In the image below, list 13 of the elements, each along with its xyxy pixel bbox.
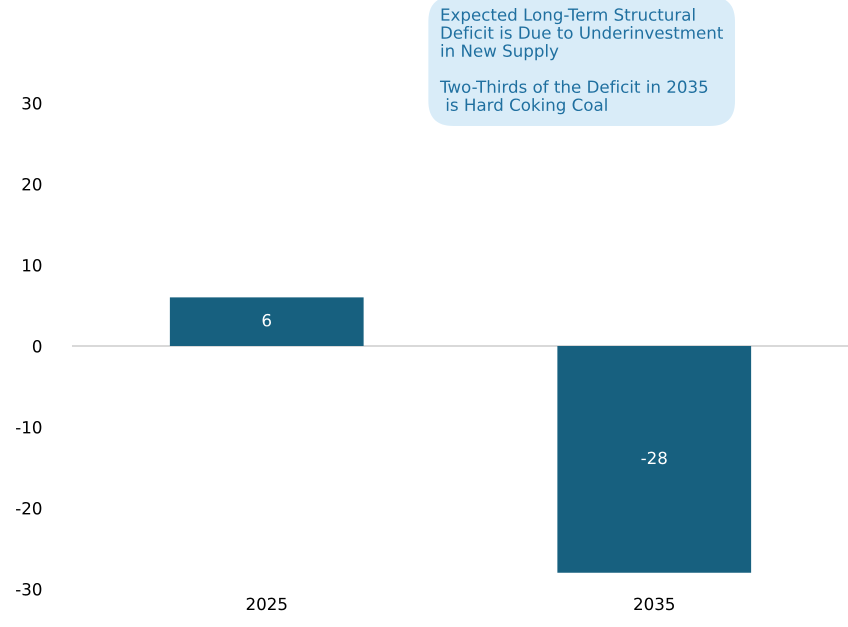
y-tick-label: -30 (16, 582, 42, 596)
y-tick-label: 0 (32, 340, 42, 353)
x-tick-label: 2035 (634, 598, 674, 610)
x-tick-label: 2025 (246, 598, 286, 610)
data-label: -28 (641, 452, 667, 464)
annotation: Two-Thirds of the Deficit in 2035 is Hard Coking Coal (440, 80, 708, 114)
y-tick-label: 30 (22, 96, 42, 110)
data-label: 6 (262, 314, 272, 327)
y-tick-label: -10 (16, 420, 42, 434)
y-tick-label: 20 (22, 178, 42, 191)
y-tick-label: 10 (23, 258, 42, 272)
y-tick-label: -20 (16, 502, 42, 515)
text: Expected Long-Term Structural Deficit is Due to Underinvestment in New Supply (442, 8, 723, 60)
